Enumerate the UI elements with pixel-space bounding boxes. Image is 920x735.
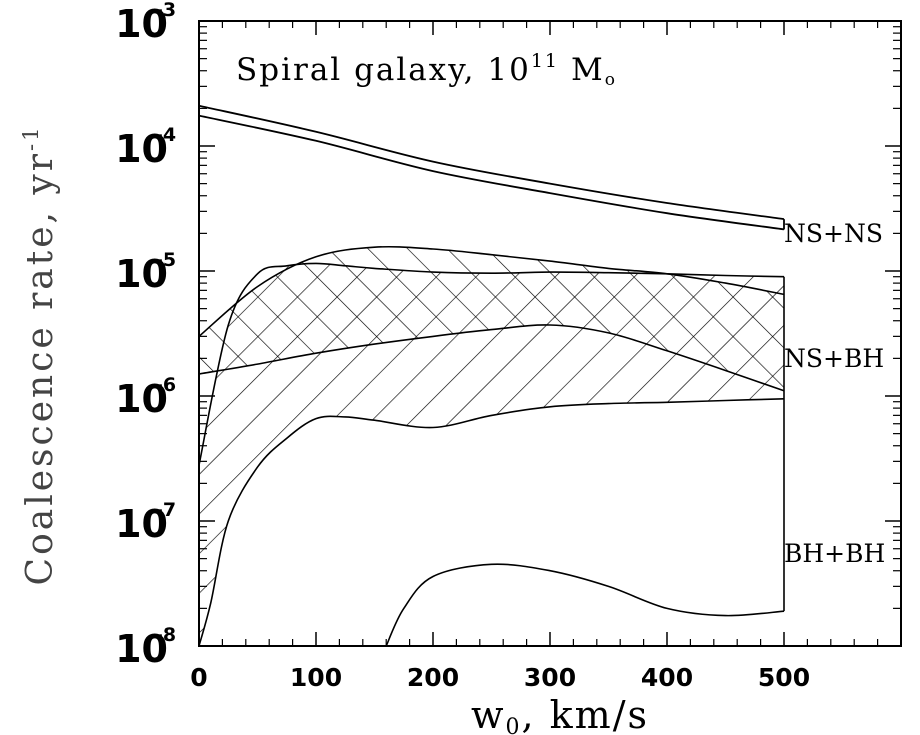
series-label-ns-ns: NS+NS	[784, 219, 883, 248]
y-tick-label-exponent: -8	[155, 624, 176, 646]
x-tick-labels: 0 100 200 300 400 500	[190, 663, 810, 692]
plot-areas	[199, 247, 784, 646]
y-tick-labels: 10-810-710-610-510-410-3	[115, 0, 176, 671]
x-tick-label: 100	[290, 663, 342, 692]
chart-title-exponent: 11	[531, 50, 559, 72]
x-tick-label: 0	[190, 663, 207, 692]
y-tick-label-exponent: -3	[155, 0, 176, 21]
chart-title-unit-subscript: o	[605, 70, 617, 90]
area-bh-bh-gap	[386, 564, 784, 646]
series-label-bh-bh: BH+BH	[784, 539, 885, 568]
x-axis-label-subscript: 0	[506, 715, 522, 735]
line-ns-ns-upper	[199, 106, 784, 219]
y-axis-label-exponent: -1	[19, 125, 43, 151]
y-axis-label: Coalescence rate, yr-1	[19, 125, 61, 586]
series-label-ns-bh: NS+BH	[784, 344, 884, 373]
x-tick-label: 400	[641, 663, 693, 692]
y-tick-label-exponent: -7	[155, 499, 176, 521]
y-tick-label-exponent: -4	[155, 124, 176, 146]
y-tick-label-exponent: -6	[155, 374, 176, 396]
x-axis-label: w0, km/s	[471, 693, 649, 735]
y-tick-label-exponent: -5	[155, 249, 176, 271]
x-tick-label: 300	[524, 663, 576, 692]
x-tick-label: 500	[758, 663, 810, 692]
x-tick-label: 200	[407, 663, 459, 692]
chart-title: Spiral galaxy, 1011 Mo	[236, 50, 617, 90]
